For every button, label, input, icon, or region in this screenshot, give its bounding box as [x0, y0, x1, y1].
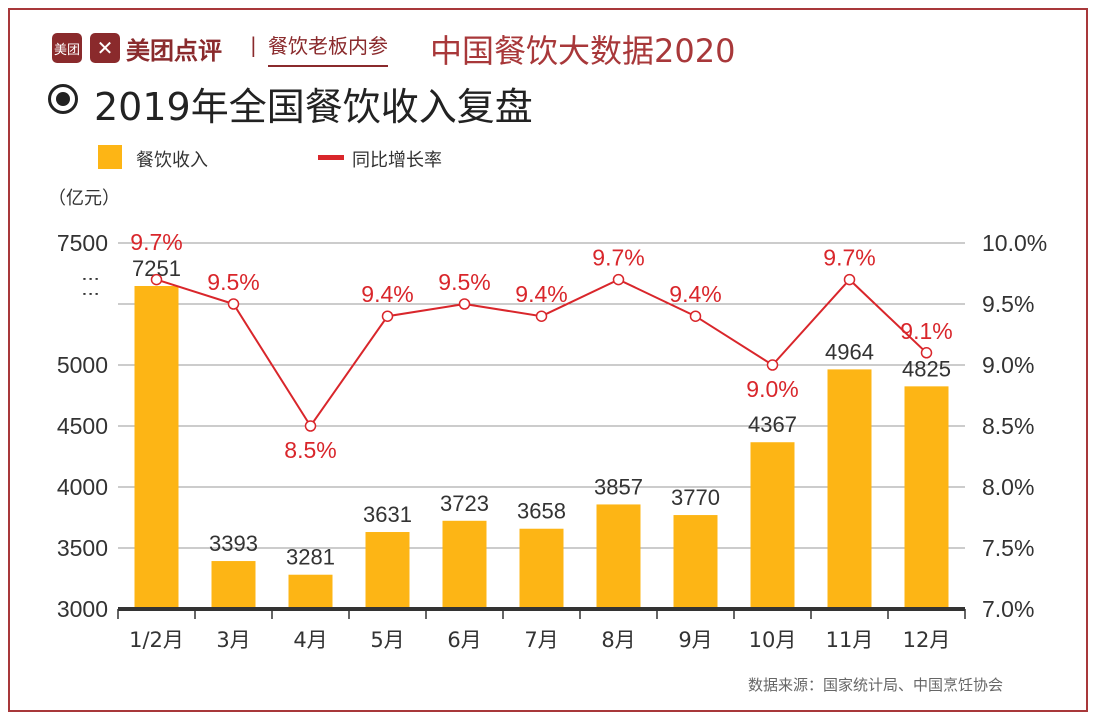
line-point [535, 310, 548, 322]
x-tick-label: 6月 [447, 628, 481, 652]
data-source: 数据来源：国家统计局、中国烹饪协会 [748, 676, 1004, 694]
line-label: 9.4% [515, 281, 567, 307]
y-right-tick: 7.5% [982, 535, 1034, 561]
x-tick-label: 7月 [524, 628, 558, 652]
bar-label: 3723 [440, 491, 489, 516]
line-point [766, 359, 779, 371]
line-point [920, 347, 933, 359]
line-label: 9.7% [130, 229, 182, 255]
brand-name: 美团点评 [126, 37, 222, 65]
axis-break-symbol: ⋮⋮ [80, 270, 101, 300]
x-tick-label: 5月 [370, 628, 404, 652]
x-tick-label: 9月 [678, 628, 712, 652]
frame-border [8, 8, 1088, 712]
line-label: 9.5% [438, 269, 490, 295]
bar [365, 532, 410, 609]
line-label: 9.5% [207, 269, 259, 295]
legend-line-swatch [318, 155, 344, 160]
y-right-tick: 8.0% [982, 474, 1034, 500]
y-left-tick: 7500 [57, 230, 108, 256]
meituan-logo: 美团 [52, 33, 82, 63]
line-point [843, 273, 856, 286]
bar [519, 528, 564, 609]
bar [211, 561, 256, 609]
y-right-tick: 8.5% [982, 413, 1034, 439]
bar-label: 3393 [209, 531, 258, 556]
y-right-tick: 7.0% [982, 596, 1034, 622]
line-label: 9.7% [823, 245, 875, 271]
x-tick-label: 12月 [903, 628, 951, 652]
y-left-tick: 3000 [57, 596, 108, 622]
y-right-tick: 10.0% [982, 230, 1047, 256]
series-title: 中国餐饮大数据2020 [430, 32, 736, 70]
legend-bar-swatch [98, 145, 122, 169]
dianping-logo-icon: ✕ [90, 33, 120, 63]
bar-label: 3658 [517, 499, 566, 524]
line-point [150, 273, 163, 286]
y-left-tick: 3500 [57, 535, 108, 561]
bar-label: 4367 [748, 412, 797, 437]
x-tick-label: 11月 [826, 628, 874, 652]
line-point [612, 273, 625, 286]
x-tick-label: 4月 [293, 628, 327, 652]
bar-label: 3631 [363, 502, 412, 527]
line-point [689, 310, 702, 322]
bar-label: 4964 [825, 339, 874, 364]
chart-title: 2019年全国餐饮收入复盘 [94, 85, 533, 129]
bar-label: 4825 [902, 356, 951, 381]
logo-text: 美团 [53, 42, 80, 58]
bar [134, 286, 179, 609]
line-point [381, 310, 394, 322]
line-label: 8.5% [284, 437, 336, 463]
x-tick-label: 1/2月 [129, 628, 184, 652]
bar [442, 520, 487, 609]
x-tick-label: 8月 [601, 628, 635, 652]
bar [673, 515, 718, 609]
line-label: 9.7% [592, 245, 644, 271]
y-left-tick: 4500 [57, 413, 108, 439]
bar-label: 3770 [671, 485, 720, 510]
line-label: 9.4% [669, 281, 721, 307]
bar [596, 504, 641, 609]
y-right-tick: 9.0% [982, 352, 1034, 378]
partner-name: 餐饮老板内参 [268, 30, 388, 67]
line-point [304, 420, 317, 432]
y-left-tick: 5000 [57, 352, 108, 378]
bar [750, 442, 795, 609]
x-tick-label: 10月 [749, 628, 797, 652]
bullet-icon [48, 84, 78, 114]
bar [904, 386, 949, 609]
line-label: 9.1% [900, 318, 952, 344]
legend-line-label: 同比增长率 [352, 150, 442, 171]
line-point [458, 298, 471, 310]
bar [288, 574, 333, 609]
y-right-tick: 9.5% [982, 291, 1034, 317]
y-left-tick: 4000 [57, 474, 108, 500]
bar-label: 3857 [594, 474, 643, 499]
bar [827, 369, 872, 609]
line-label: 9.4% [361, 281, 413, 307]
separator: | [250, 33, 257, 57]
x-tick-label: 3月 [216, 628, 250, 652]
line-label: 9.0% [746, 376, 798, 402]
bar-label: 3281 [286, 545, 335, 570]
legend-bar-label: 餐饮收入 [136, 150, 208, 171]
y-left-unit: （亿元） [48, 188, 120, 209]
line-point [227, 298, 240, 310]
